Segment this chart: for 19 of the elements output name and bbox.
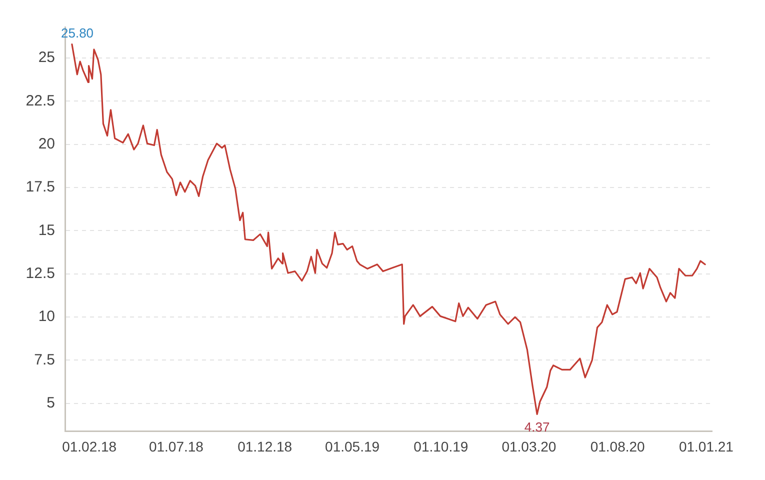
x-tick-label: 01.02.18 <box>62 438 117 454</box>
x-tick-label: 01.07.18 <box>148 438 204 454</box>
x-tick-label: 01.10.19 <box>414 438 468 454</box>
y-tick-label: 20 <box>38 136 55 153</box>
y-tick-label: 25 <box>38 49 55 66</box>
annotation: 25.80 <box>61 25 94 40</box>
y-tick-label: 10 <box>38 308 55 326</box>
annotation: 4.37 <box>524 419 550 434</box>
x-tick-label: 01.08.20 <box>590 438 646 454</box>
y-tick-label: 17.5 <box>26 178 55 196</box>
x-tick-label: 01.05.19 <box>325 438 380 454</box>
x-tick-label: 01.01.21 <box>678 438 734 454</box>
x-tick-label: 01.03.20 <box>502 438 556 454</box>
y-tick-label: 15 <box>38 222 55 239</box>
y-tick-label: 7.5 <box>34 351 55 368</box>
y-tick-label: 22.5 <box>26 92 55 110</box>
x-tick-label: 01.12.18 <box>238 438 292 454</box>
y-tick-label: 5 <box>46 394 55 412</box>
y-tick-label: 12.5 <box>26 265 55 282</box>
